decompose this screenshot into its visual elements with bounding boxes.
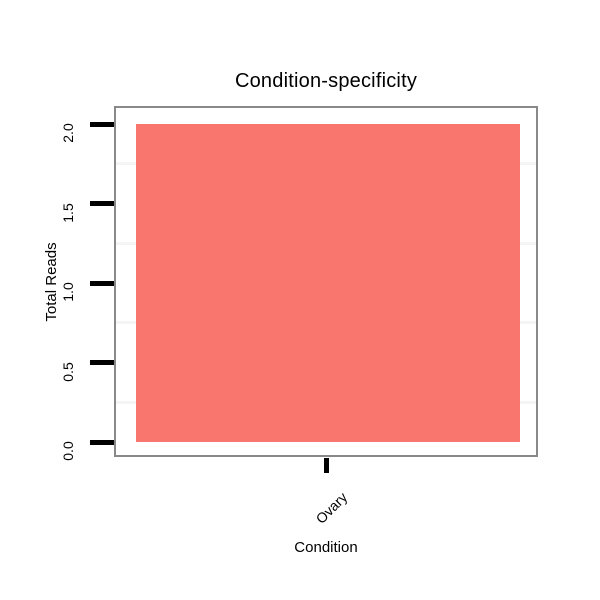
- y-tick: [90, 439, 114, 445]
- x-tick-label-ovary: Ovary: [312, 489, 351, 527]
- y-tick: [90, 280, 114, 286]
- y-tick-label: 0.0: [60, 441, 76, 461]
- y-tick-label: 2.0: [60, 123, 76, 143]
- plot-panel: [114, 106, 538, 457]
- bar-ovary: [136, 124, 520, 442]
- y-tick-label: 0.5: [60, 361, 76, 382]
- y-tick: [90, 201, 114, 206]
- x-axis-title: Condition: [294, 539, 358, 556]
- y-axis-title: Total Reads: [43, 242, 60, 322]
- y-tick: [90, 360, 114, 365]
- y-tick: [90, 121, 114, 127]
- x-axis-tick: [324, 458, 329, 473]
- chart-title: Condition-specificity: [234, 70, 418, 92]
